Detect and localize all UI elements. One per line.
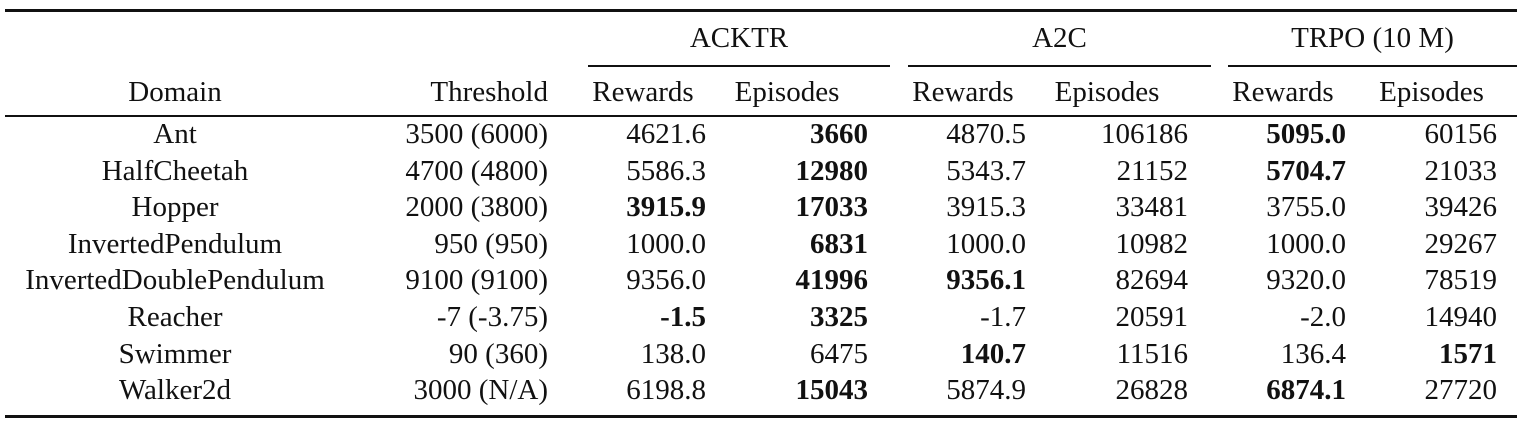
cell-domain: Ant <box>153 118 197 150</box>
cell-acktr-episodes: 15043 <box>795 374 869 406</box>
cell-trpo-rewards: 5095.0 <box>1266 118 1346 150</box>
cell-domain: Reacher <box>127 301 223 333</box>
cell-a2c-episodes: 106186 <box>1101 118 1188 150</box>
cell-trpo-rewards: 136.4 <box>1280 338 1346 370</box>
cell-trpo-episodes: 29267 <box>1424 228 1498 260</box>
cell-threshold: 4700 (4800) <box>405 155 548 187</box>
cell-threshold: 950 (950) <box>434 228 548 260</box>
cell-domain: InvertedPendulum <box>67 228 283 260</box>
cell-acktr-rewards: -1.5 <box>660 301 706 333</box>
cell-trpo-episodes: 78519 <box>1424 264 1498 296</box>
cell-trpo-rewards: -2.0 <box>1300 301 1346 333</box>
cell-a2c-episodes: 21152 <box>1116 155 1188 187</box>
cell-domain: InvertedDoublePendulum <box>25 264 325 296</box>
header-a2c-rewards: Rewards <box>912 76 1014 108</box>
header-acktr-episodes: Episodes <box>734 76 840 108</box>
cell-trpo-episodes: 14940 <box>1424 301 1498 333</box>
cell-trpo-rewards: 1000.0 <box>1266 228 1346 260</box>
cell-a2c-rewards: 140.7 <box>960 338 1026 370</box>
cell-domain: Swimmer <box>118 338 232 370</box>
cell-acktr-rewards: 5586.3 <box>626 155 706 187</box>
cell-acktr-episodes: 12980 <box>795 155 869 187</box>
cell-trpo-episodes: 21033 <box>1424 155 1498 187</box>
cell-threshold: 3500 (6000) <box>405 118 548 150</box>
cell-domain: Hopper <box>131 191 219 223</box>
cell-threshold: 9100 (9100) <box>405 264 548 296</box>
header-acktr-rewards: Rewards <box>592 76 694 108</box>
cell-trpo-episodes: 27720 <box>1424 374 1498 406</box>
cell-trpo-episodes: 1571 <box>1439 338 1497 370</box>
header-trpo-episodes: Episodes <box>1379 76 1484 108</box>
header-threshold: Threshold <box>430 76 548 108</box>
cell-trpo-rewards: 9320.0 <box>1266 264 1346 296</box>
cell-trpo-rewards: 3755.0 <box>1266 191 1346 223</box>
cell-acktr-rewards: 1000.0 <box>626 228 706 260</box>
top-rule <box>5 9 1517 12</box>
cell-domain: HalfCheetah <box>101 155 249 187</box>
cell-trpo-episodes: 60156 <box>1424 118 1498 150</box>
cell-a2c-rewards: 3915.3 <box>946 191 1026 223</box>
cell-acktr-episodes: 3660 <box>810 118 868 150</box>
cell-domain: Walker2d <box>118 374 231 406</box>
header-rule <box>5 115 1517 117</box>
header-domain: Domain <box>128 76 222 108</box>
cell-threshold: -7 (-3.75) <box>436 301 548 333</box>
cell-threshold: 2000 (3800) <box>405 191 548 223</box>
cell-a2c-rewards: 5343.7 <box>946 155 1026 187</box>
cell-threshold: 3000 (N/A) <box>413 374 548 406</box>
cell-a2c-episodes: 20591 <box>1115 301 1189 333</box>
cell-trpo-rewards: 6874.1 <box>1266 374 1346 406</box>
cell-acktr-episodes: 6831 <box>810 228 868 260</box>
cell-acktr-episodes: 41996 <box>795 264 869 296</box>
group-header-a2c: A2C <box>1032 22 1087 54</box>
cell-a2c-rewards: 1000.0 <box>946 228 1026 260</box>
cell-acktr-episodes: 3325 <box>810 301 868 333</box>
cell-a2c-rewards: -1.7 <box>980 301 1026 333</box>
cell-a2c-rewards: 9356.1 <box>946 264 1026 296</box>
cell-a2c-episodes: 82694 <box>1115 264 1189 296</box>
header-trpo-rewards: Rewards <box>1232 76 1334 108</box>
bottom-rule <box>5 415 1517 418</box>
acktr-group-rule <box>588 65 890 67</box>
a2c-group-rule <box>908 65 1211 67</box>
group-header-trpo: TRPO (10 M) <box>1291 22 1454 54</box>
cell-a2c-episodes: 33481 <box>1115 191 1189 223</box>
trpo-group-rule <box>1228 65 1517 67</box>
cell-a2c-episodes: 26828 <box>1115 374 1189 406</box>
cell-acktr-episodes: 17033 <box>795 191 869 223</box>
cell-trpo-rewards: 5704.7 <box>1266 155 1346 187</box>
cell-a2c-episodes: 10982 <box>1115 228 1189 260</box>
cell-threshold: 90 (360) <box>448 338 548 370</box>
cell-acktr-rewards: 3915.9 <box>626 191 706 223</box>
cell-acktr-episodes: 6475 <box>810 338 868 370</box>
header-a2c-episodes: Episodes <box>1054 76 1160 108</box>
cell-a2c-episodes: 11516 <box>1116 338 1188 370</box>
cell-trpo-episodes: 39426 <box>1424 191 1498 223</box>
cell-a2c-rewards: 4870.5 <box>946 118 1026 150</box>
cell-acktr-rewards: 4621.6 <box>626 118 706 150</box>
cell-acktr-rewards: 6198.8 <box>626 374 706 406</box>
cell-acktr-rewards: 138.0 <box>640 338 706 370</box>
group-header-acktr: ACKTR <box>689 22 789 54</box>
cell-acktr-rewards: 9356.0 <box>626 264 706 296</box>
cell-a2c-rewards: 5874.9 <box>946 374 1026 406</box>
